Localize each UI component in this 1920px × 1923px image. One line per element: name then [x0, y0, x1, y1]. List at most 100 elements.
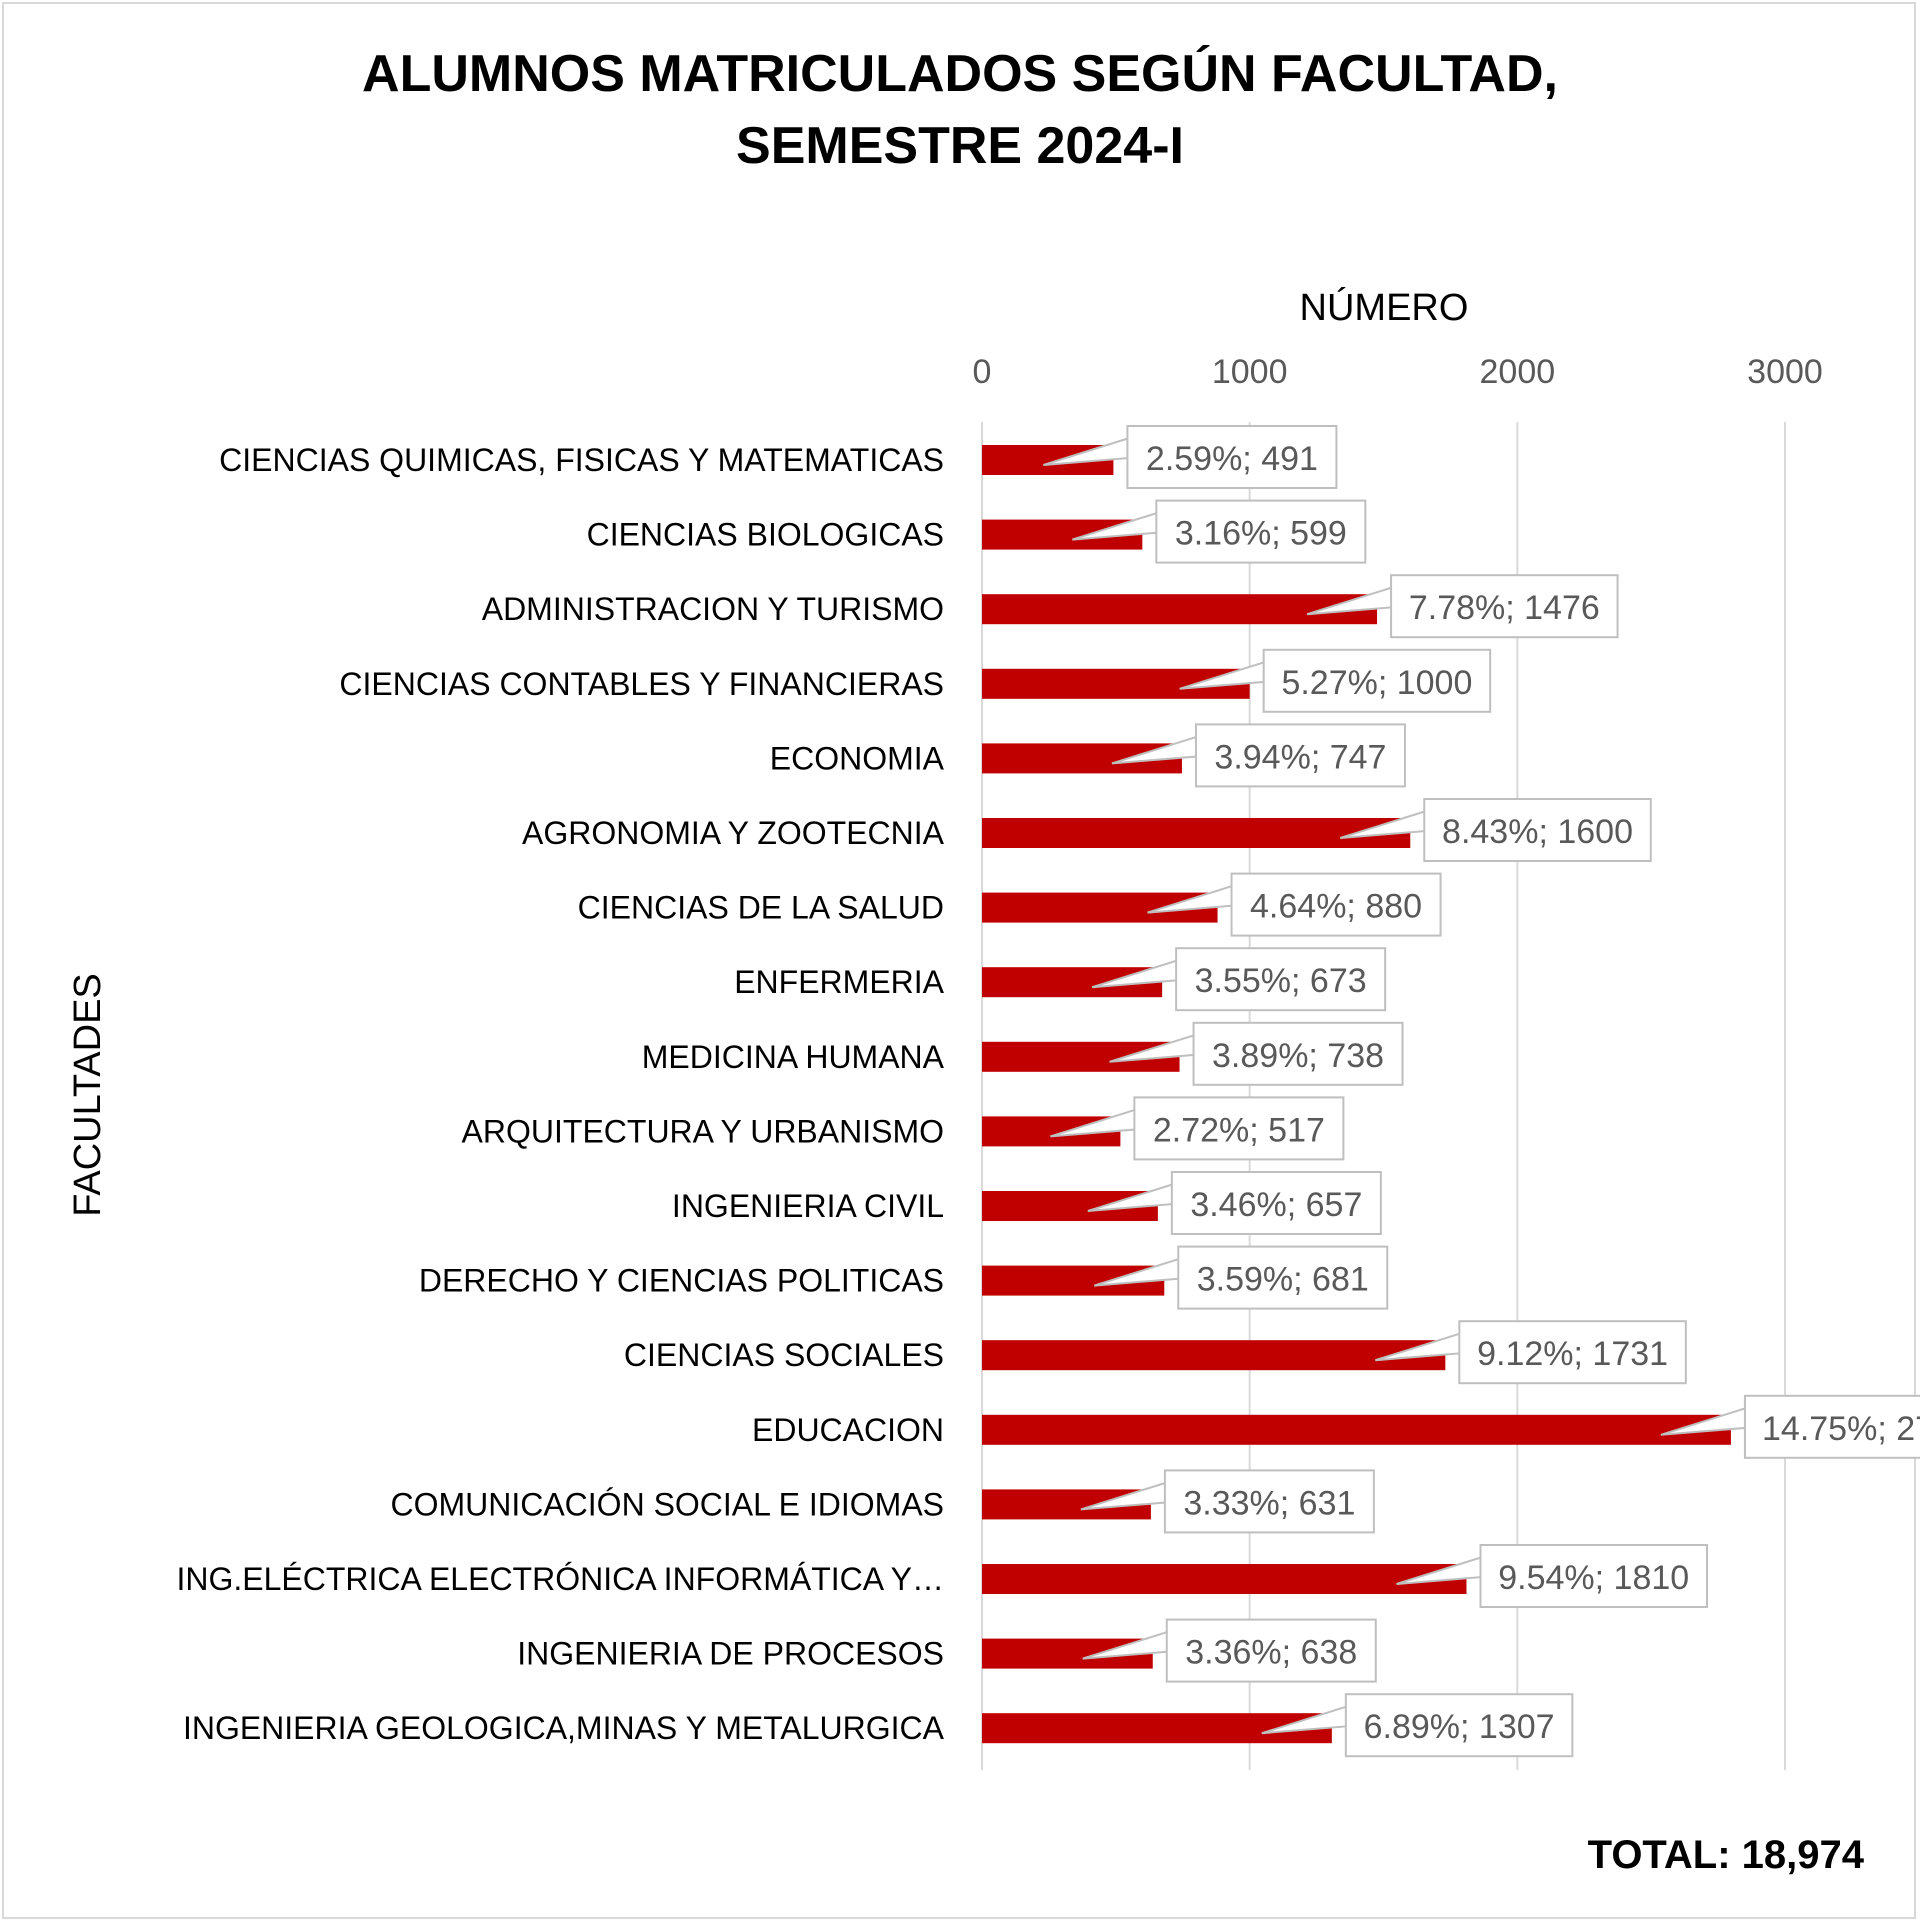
data-label-text-6: 4.64%; 880 [1250, 888, 1422, 926]
data-label-box-1 [1155, 499, 1367, 564]
x-tick-label-2000: 2000 [1480, 353, 1556, 391]
category-label-10: INGENIERIA CIVIL [672, 1188, 944, 1224]
data-label-mask-4 [1197, 734, 1204, 759]
data-label-mask-3 [1265, 659, 1272, 684]
data-label-mask-5 [1425, 809, 1432, 833]
data-label-4: 3.94%; 747 [1111, 723, 1406, 788]
category-label-12: CIENCIAS SOCIALES [624, 1337, 944, 1373]
data-label-13: 14.75%; 2798 [1660, 1394, 1920, 1459]
data-label-2: 7.78%; 1476 [1306, 574, 1619, 639]
bar-2 [982, 594, 1378, 625]
data-label-box-3 [1262, 648, 1492, 713]
data-label-mask-8 [1195, 1032, 1202, 1057]
total-label: TOTAL: 18,974 [1587, 1833, 1864, 1877]
data-label-text-15: 9.54%; 1810 [1498, 1559, 1689, 1597]
data-label-text-17: 6.89%; 1307 [1364, 1708, 1555, 1746]
data-label-box-16 [1165, 1618, 1377, 1683]
category-label-11: DERECHO Y CIENCIAS POLITICAS [419, 1263, 944, 1299]
data-label-text-5: 8.43%; 1600 [1442, 813, 1633, 851]
category-label-8: MEDICINA HUMANA [642, 1039, 945, 1075]
data-label-15: 9.54%; 1810 [1396, 1544, 1708, 1608]
data-label-mask-14 [1166, 1480, 1173, 1505]
category-label-15: ING.ELÉCTRICA ELECTRÓNICA INFORMÁTICA Y… [176, 1561, 944, 1597]
data-label-box-8 [1192, 1021, 1404, 1086]
data-label-box-10 [1170, 1171, 1382, 1235]
data-label-box-13 [1743, 1394, 1920, 1459]
data-label-text-10: 3.46%; 657 [1190, 1186, 1362, 1224]
data-label-box-14 [1163, 1469, 1375, 1534]
x-axis-title: NÚMERO [1300, 286, 1469, 329]
data-label-box-9 [1133, 1096, 1345, 1161]
chart-title: ALUMNOS MATRICULADOS SEGÚN FACULTAD, SEM… [0, 38, 1920, 182]
x-tick-labels: 0 1000 2000 3000 [973, 353, 1823, 391]
data-label-text-16: 3.36%; 638 [1185, 1634, 1357, 1672]
bar-13 [982, 1414, 1731, 1445]
data-label-text-11: 3.59%; 681 [1197, 1261, 1369, 1299]
bar-15 [982, 1564, 1467, 1594]
x-tick-label-0: 0 [973, 353, 992, 391]
data-label-mask-7 [1177, 958, 1184, 983]
data-label-6: 4.64%; 880 [1147, 872, 1442, 937]
data-label-mask-1 [1157, 510, 1164, 535]
data-label-3: 5.27%; 1000 [1179, 648, 1492, 713]
data-label-12: 9.12%; 1731 [1375, 1320, 1687, 1385]
data-label-box-11 [1177, 1245, 1389, 1310]
data-label-text-14: 3.33%; 631 [1183, 1484, 1355, 1522]
data-label-17: 6.89%; 1307 [1261, 1693, 1574, 1758]
data-label-7: 3.55%; 673 [1091, 947, 1387, 1012]
data-label-text-9: 2.72%; 517 [1153, 1111, 1325, 1149]
chart-title-line-2: SEMESTRE 2024-I [736, 117, 1184, 175]
y-axis-title: FACULTADES [67, 973, 109, 1217]
data-label-5: 8.43%; 1600 [1339, 798, 1652, 862]
data-label-text-13: 14.75%; 2798 [1762, 1410, 1920, 1448]
data-label-box-2 [1390, 574, 1619, 639]
data-label-text-7: 3.55%; 673 [1195, 962, 1367, 1000]
data-label-box-15 [1479, 1544, 1708, 1608]
data-label-text-12: 9.12%; 1731 [1477, 1335, 1668, 1373]
category-label-5: AGRONOMIA Y ZOOTECNIA [522, 815, 945, 851]
category-label-7: ENFERMERIA [734, 964, 944, 1000]
data-label-mask-11 [1179, 1256, 1186, 1281]
category-label-3: CIENCIAS CONTABLES Y FINANCIERAS [339, 666, 944, 702]
data-label-text-0: 2.59%; 491 [1146, 440, 1318, 478]
category-label-2: ADMINISTRACION Y TURISMO [482, 591, 944, 627]
data-label-text-1: 3.16%; 599 [1175, 515, 1347, 553]
data-label-text-3: 5.27%; 1000 [1281, 664, 1472, 702]
data-label-mask-9 [1135, 1107, 1142, 1132]
category-label-17: INGENIERIA GEOLOGICA,MINAS Y METALURGICA [183, 1710, 945, 1746]
data-label-mask-6 [1233, 883, 1240, 908]
data-label-8: 3.89%; 738 [1109, 1021, 1404, 1086]
data-label-10: 3.46%; 657 [1087, 1171, 1382, 1235]
data-label-16: 3.36%; 638 [1082, 1618, 1377, 1683]
data-label-11: 3.59%; 681 [1093, 1245, 1389, 1310]
data-label-box-5 [1423, 798, 1652, 862]
bar-17 [982, 1713, 1332, 1744]
data-label-text-4: 3.94%; 747 [1214, 738, 1386, 776]
data-labels: 2.59%; 491 3.16%; 599 7.78%; 1476 5.27%; 10… [1043, 425, 1920, 1758]
data-label-mask-13 [1746, 1405, 1753, 1430]
data-label-9: 2.72%; 517 [1050, 1096, 1345, 1161]
data-label-box-17 [1344, 1693, 1574, 1758]
bar-5 [982, 818, 1411, 848]
category-label-1: CIENCIAS BIOLOGICAS [587, 517, 944, 553]
data-label-14: 3.33%; 631 [1080, 1469, 1375, 1534]
data-label-mask-12 [1460, 1331, 1467, 1356]
data-label-1: 3.16%; 599 [1072, 499, 1367, 564]
category-label-6: CIENCIAS DE LA SALUD [578, 890, 944, 926]
data-label-mask-10 [1173, 1182, 1180, 1206]
chart-title-line-1: ALUMNOS MATRICULADOS SEGÚN FACULTAD, [362, 45, 1558, 103]
data-label-box-6 [1230, 872, 1442, 937]
data-label-mask-15 [1481, 1555, 1488, 1579]
data-label-box-7 [1175, 947, 1387, 1012]
category-label-9: ARQUITECTURA Y URBANISMO [462, 1113, 944, 1149]
data-label-box-0 [1126, 425, 1338, 489]
data-label-mask-16 [1168, 1629, 1175, 1654]
data-label-text-2: 7.78%; 1476 [1409, 589, 1600, 627]
x-tick-label-1000: 1000 [1212, 353, 1288, 391]
bar-12 [982, 1340, 1446, 1371]
category-labels: CIENCIAS QUIMICAS, FISICAS Y MATEMATICAS… [176, 442, 944, 1746]
category-label-0: CIENCIAS QUIMICAS, FISICAS Y MATEMATICAS [219, 442, 944, 478]
category-label-13: EDUCACION [752, 1412, 944, 1448]
